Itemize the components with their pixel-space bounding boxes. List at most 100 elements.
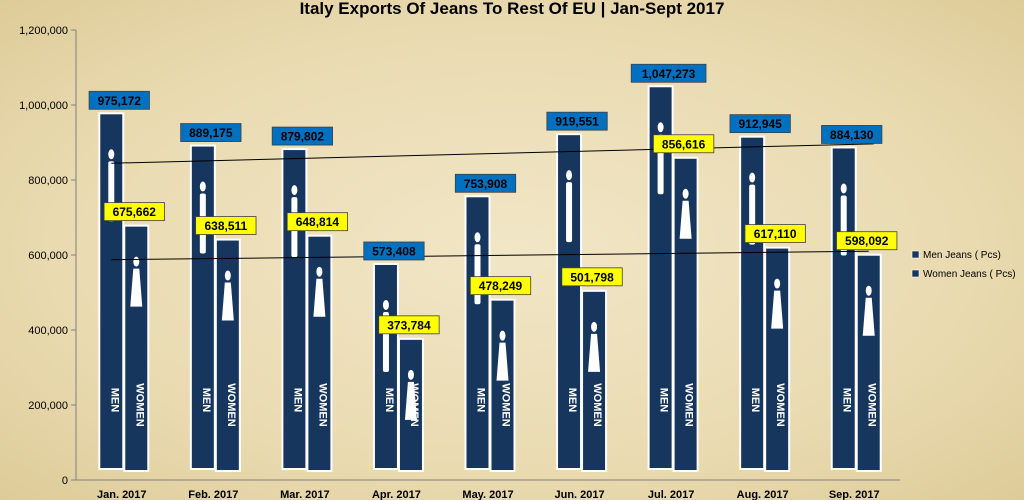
women-data-label-text: 478,249 [479, 279, 523, 293]
men-figure-head [382, 299, 389, 310]
men-bar [741, 137, 764, 468]
women-data-label: 638,511 [195, 216, 257, 235]
x-tick-label: Apr. 2017 [372, 489, 421, 500]
women-data-label: 501,798 [561, 267, 623, 287]
women-data-label-box [469, 276, 532, 296]
men-figure-head [840, 183, 847, 194]
men-bar-word: MEN [658, 388, 670, 413]
y-tick-label: 800,000 [28, 175, 68, 187]
women-figure-head [774, 278, 781, 289]
y-tick-label: 0 [62, 475, 68, 487]
chart-title: Italy Exports Of Jeans To Rest Of EU | J… [300, 0, 725, 18]
x-tick-label: Jan. 2017 [97, 489, 147, 500]
men-data-label-text: 884,130 [830, 128, 874, 142]
women-data-label: 373,784 [378, 315, 440, 335]
x-tick-label: May. 2017 [462, 489, 513, 500]
women-figure-body [771, 290, 784, 329]
y-tick-label: 1,200,000 [19, 25, 68, 37]
men-data-label-box [271, 126, 333, 146]
women-bar-word: WOMEN [133, 383, 145, 426]
men-data-label: 1,047,273 [630, 63, 707, 83]
women-figure-body [588, 333, 601, 372]
men-data-label-text: 879,802 [281, 130, 325, 144]
women-bar [125, 226, 148, 470]
women-figure-body [862, 297, 875, 336]
women-data-label-text: 617,110 [754, 227, 797, 241]
men-data-label-box [180, 123, 242, 142]
women-data-label-text: 501,798 [570, 270, 614, 284]
women-figure-head [224, 270, 231, 281]
women-data-label-text: 856,616 [662, 137, 706, 151]
men-bar-word: MEN [475, 388, 487, 413]
x-tick-label: Mar. 2017 [280, 489, 330, 500]
men-bar-word: MEN [200, 388, 212, 413]
men-data-label: 879,802 [271, 126, 333, 146]
women-bar [583, 291, 606, 470]
men-figure-body [474, 244, 481, 305]
men-data-label-text: 889,175 [189, 126, 233, 140]
legend-swatch [911, 250, 920, 259]
men-bar [649, 87, 672, 468]
legend-swatch [911, 269, 920, 278]
women-data-label-box [286, 212, 348, 232]
men-bar [466, 197, 489, 469]
men-data-label-text: 753,908 [464, 177, 508, 191]
men-bar-word: MEN [749, 388, 761, 413]
women-bar [308, 236, 331, 470]
women-data-label-text: 598,092 [845, 234, 889, 248]
men-data-label: 912,945 [729, 114, 791, 134]
women-figure-head [591, 321, 598, 332]
men-data-label: 884,130 [821, 125, 883, 144]
men-bar-word: MEN [291, 388, 303, 413]
women-data-label-text: 648,814 [296, 215, 340, 229]
women-figure-head [316, 266, 323, 277]
women-bar-word: WOMEN [500, 383, 512, 426]
women-figure-body [313, 278, 326, 317]
men-figure-head [108, 149, 115, 160]
women-data-label-box [561, 267, 623, 287]
women-figure-body [496, 342, 509, 381]
men-figure-head [566, 170, 573, 181]
women-bar-word: WOMEN [225, 383, 237, 426]
men-data-label-box [454, 173, 517, 193]
men-data-label-box [729, 114, 791, 134]
women-figure-head [682, 188, 689, 199]
men-bar-word: MEN [841, 388, 853, 413]
women-figure-body [130, 268, 143, 307]
women-bar-word: WOMEN [591, 383, 603, 426]
y-tick-label: 400,000 [28, 325, 68, 337]
x-tick-label: Jun. 2017 [554, 489, 604, 500]
y-tick-label: 1,000,000 [19, 100, 68, 112]
men-data-label-box [363, 241, 425, 261]
women-bar [216, 240, 239, 470]
men-bar-word: MEN [108, 388, 120, 413]
x-tick-label: Sep. 2017 [829, 489, 880, 500]
men-data-label-box [630, 63, 707, 83]
women-trend-line [111, 250, 869, 261]
women-data-label-box [378, 315, 440, 335]
women-figure-head [865, 285, 872, 296]
men-figure-head [291, 185, 298, 196]
women-figure-body [404, 381, 417, 420]
men-figure-head [474, 232, 481, 243]
men-figure-head [657, 122, 664, 133]
men-data-label-text: 919,551 [555, 115, 599, 129]
women-data-label-text: 675,662 [113, 205, 157, 219]
men-trend-line [111, 143, 874, 164]
men-data-label-box [88, 90, 150, 110]
women-data-label-box [653, 134, 715, 154]
men-figure-head [749, 172, 756, 183]
men-bar [558, 135, 581, 468]
women-bar [857, 255, 880, 470]
men-data-label-box [821, 125, 883, 144]
women-data-label: 478,249 [469, 276, 532, 296]
men-data-label: 975,172 [88, 90, 150, 110]
women-data-label: 675,662 [103, 202, 165, 222]
men-data-label-text: 975,172 [98, 94, 142, 108]
men-data-label: 889,175 [180, 123, 242, 142]
women-data-label: 648,814 [286, 212, 348, 232]
women-bar-word: WOMEN [408, 383, 420, 426]
women-data-label-box [195, 216, 257, 235]
